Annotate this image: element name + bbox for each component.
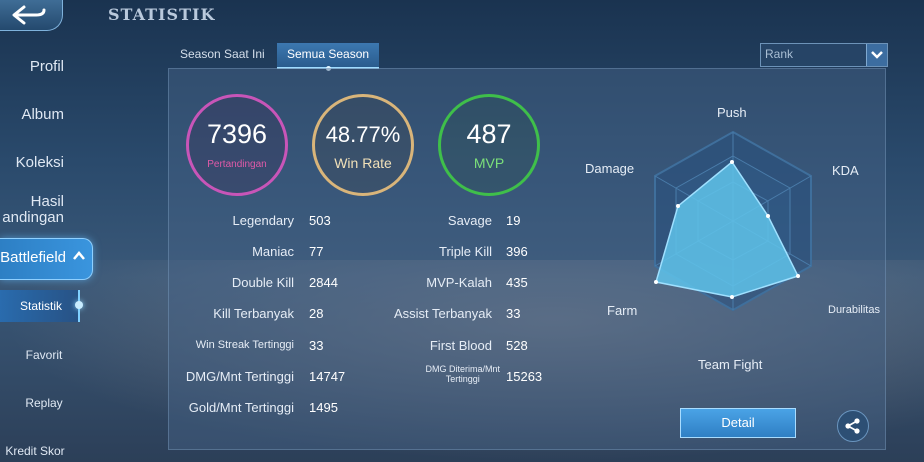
stat-value: 15263 — [506, 369, 543, 384]
matches-circle: 7396 Pertandingan — [186, 94, 288, 196]
tab-label: Semua Season — [287, 47, 370, 61]
stat-label: Assist Terbanyak — [393, 306, 492, 321]
ability-radar-chart — [654, 130, 812, 312]
mode-select-value: Rank — [765, 47, 794, 61]
share-button[interactable] — [837, 410, 869, 442]
stat-value: 19 — [506, 213, 521, 228]
stat-label: Gold/Mnt Tertinggi — [188, 400, 294, 415]
winrate-circle: 48.77% Win Rate — [312, 94, 414, 196]
stat-label: DMG/Mnt Tertinggi — [185, 369, 294, 384]
stat-value: 77 — [309, 244, 324, 259]
stat-value: 33 — [309, 338, 324, 353]
stat-label: Tertinggi — [445, 374, 480, 384]
detail-button[interactable]: Detail — [680, 408, 796, 438]
back-arrow-icon — [12, 5, 46, 25]
stat-label: Legendary — [232, 213, 294, 228]
radar-label-farm: Farm — [607, 303, 638, 318]
sidebar-item-koleksi[interactable]: Koleksi — [0, 154, 92, 171]
winrate-label: Win Rate — [334, 155, 392, 171]
sidebar-item-label: Profil — [29, 58, 64, 75]
page-title: STATISTIK — [108, 5, 216, 24]
sidebar-item-label-line2: andingan — [2, 209, 64, 226]
sidebar-subitem-favorit[interactable]: Favorit — [0, 348, 88, 362]
radar-label-damage: Damage — [585, 161, 635, 176]
mvp-circle: 487 MVP — [438, 94, 540, 196]
stat-value: 28 — [309, 306, 324, 321]
stat-label-multiline: DMG Diterima/Mnt Tertinggi — [425, 364, 500, 384]
radar-label-durabilitas: Durabilitas — [828, 304, 880, 316]
stat-label: Triple Kill — [439, 244, 492, 259]
winrate-value: 48.77% — [325, 122, 401, 147]
stat-value: 503 — [309, 213, 331, 228]
mvp-label: MVP — [473, 155, 505, 171]
back-button[interactable] — [0, 0, 63, 31]
tab-season-saat-ini[interactable]: Season Saat Ini — [170, 43, 275, 67]
sidebar: Profil Album Koleksi Hasil andingan — [0, 34, 92, 462]
stat-value: 2844 — [309, 275, 338, 290]
radar-label-team-fight: Team Fight — [698, 357, 763, 372]
stat-label: MVP-Kalah — [426, 275, 492, 290]
stat-label: Win Streak Tertinggi — [195, 339, 294, 351]
sidebar-item-profil[interactable]: Profil — [0, 58, 92, 75]
stat-label: Kill Terbanyak — [213, 306, 294, 321]
sidebar-subitem-kredit-skor[interactable]: Kredit Skor — [0, 444, 70, 458]
radar-label-push: Push — [717, 105, 747, 120]
mode-select[interactable]: Rank — [760, 43, 888, 67]
stat-value: 14747 — [309, 369, 346, 384]
sidebar-item-album[interactable]: Album — [0, 106, 92, 123]
dropdown-arrow-icon — [866, 44, 887, 66]
sidebar-subitem-label: Statistik — [20, 299, 63, 313]
matches-value: 7396 — [206, 119, 268, 149]
stat-value: 396 — [506, 244, 528, 259]
sidebar-item-battlefield[interactable]: Battlefield — [0, 238, 93, 280]
sidebar-item-label: Album — [21, 106, 64, 123]
stat-label: Savage — [447, 213, 492, 228]
tab-semua-season[interactable]: Semua Season — [277, 43, 380, 71]
sidebar-item-label: Battlefield — [0, 249, 66, 266]
stat-value: 435 — [506, 275, 528, 290]
stat-label: DMG Diterima/Mnt — [425, 364, 500, 374]
stat-value: 1495 — [309, 400, 338, 415]
share-icon — [845, 418, 860, 434]
sidebar-item-label: Koleksi — [15, 154, 64, 171]
stat-value: 528 — [506, 338, 528, 353]
sidebar-item-hasil-pertandingan[interactable]: Hasil andingan — [0, 194, 92, 226]
radar-label-kda: KDA — [832, 163, 859, 178]
tab-active-dot — [326, 66, 332, 71]
sidebar-subitem-statistik[interactable]: Statistik — [0, 290, 83, 322]
tab-label: Season Saat Ini — [180, 47, 265, 61]
sidebar-subitem-label: Replay — [25, 396, 63, 410]
stat-label: Maniac — [252, 244, 294, 259]
stat-value: 33 — [506, 306, 521, 321]
stat-label: Double Kill — [231, 275, 294, 290]
matches-label: Pertandingan — [207, 159, 267, 170]
sidebar-subitem-replay[interactable]: Replay — [0, 396, 88, 410]
active-indicator — [75, 301, 83, 309]
sidebar-item-label: Hasil — [30, 193, 64, 210]
stat-label: First Blood — [429, 338, 492, 353]
mvp-value: 487 — [466, 119, 512, 149]
sidebar-subitem-label: Favorit — [25, 348, 63, 362]
sidebar-subitem-label: Kredit Skor — [5, 444, 65, 458]
chevron-up-icon — [73, 251, 85, 260]
